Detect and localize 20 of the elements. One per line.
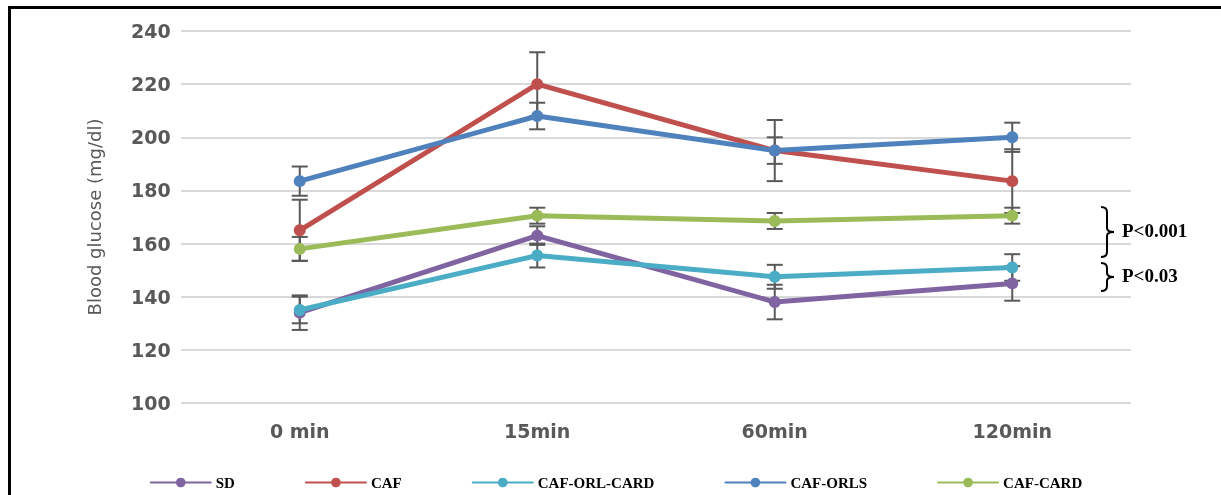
legend-label: CAF-ORL-CARD bbox=[537, 474, 655, 491]
annotation: P<0.001 bbox=[1122, 220, 1188, 242]
y-tick-label: 120 bbox=[131, 338, 171, 361]
y-axis-title: Blood glucose (mg/dl) bbox=[83, 118, 105, 316]
y-tick-label: 160 bbox=[131, 232, 171, 255]
y-tick-label: 200 bbox=[131, 126, 171, 149]
y-tick-label: 100 bbox=[131, 392, 171, 414]
legend-label: SD bbox=[215, 474, 236, 491]
y-tick-label: 140 bbox=[131, 285, 171, 308]
y-tick-label: 220 bbox=[131, 73, 171, 96]
annotation: P<0.03 bbox=[1122, 265, 1178, 287]
x-tick-label: 0 min bbox=[269, 419, 330, 442]
legend-label: CAF-CARD bbox=[1003, 474, 1083, 491]
legend-label: CAF bbox=[370, 474, 402, 491]
x-tick-label: 60min bbox=[741, 419, 808, 442]
x-tick-label: 120min bbox=[972, 419, 1052, 442]
y-tick-label: 240 bbox=[131, 20, 171, 42]
y-tick-label: 180 bbox=[131, 179, 171, 202]
legend-label: CAF-ORLS bbox=[790, 474, 868, 491]
x-tick-label: 15min bbox=[504, 419, 571, 442]
